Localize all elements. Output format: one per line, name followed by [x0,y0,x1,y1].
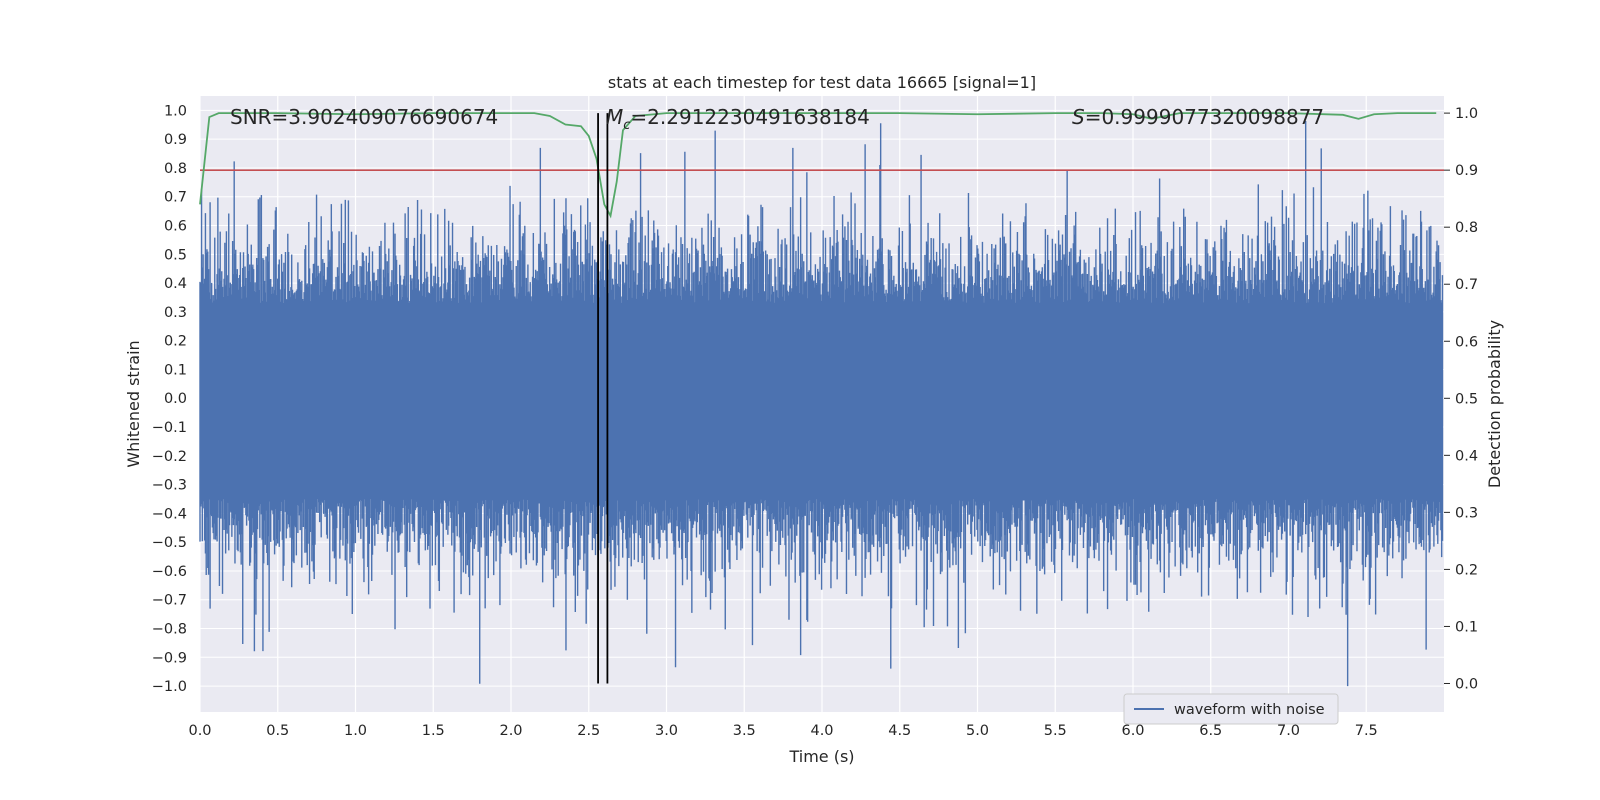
y-right-tick-label: 1.0 [1455,106,1478,122]
legend: waveform with noise [1123,693,1339,725]
y-left-tick-label: −0.2 [152,449,187,465]
annotation-chirp-mass-subscript: c [623,118,630,133]
annotation-chirp-mass-value: =2.2912230491638184 [630,105,869,129]
y-left-tick-label: −0.9 [152,650,187,666]
x-tick-label: 2.0 [499,723,522,739]
y-right-axis-ticks: 0.0 0.1 0.2 0.3 0.4 0.5 0.6 0.7 0.8 0.9 1.0 [1444,106,1478,692]
x-tick-label: 6.5 [1199,723,1222,739]
y-left-tick-label: 0.3 [164,305,187,321]
annotations: SNR=3.902409076690674 Mc=2.2912230491638… [230,105,1324,133]
y-right-tick-label: 0.5 [1455,391,1478,407]
annotation-s-symbol: S [1072,105,1085,129]
x-tick-label: 2.5 [577,723,600,739]
y-left-tick-label: 0.4 [164,276,187,292]
detection-probability-line [199,112,1437,219]
annotation-chirp-mass: Mc=2.2912230491638184 [606,105,870,133]
y-left-tick-label: −0.1 [152,420,187,436]
x-tick-label: 0.0 [188,723,211,739]
x-axis-label: Time (s) [788,747,854,766]
y-left-tick-label: 0.1 [164,362,187,378]
y-right-axis-label: Detection probability [1485,320,1504,488]
series-waveform-with-noise [199,120,1444,687]
y-right-tick-label: 0.3 [1455,505,1478,521]
waveform-core [200,303,1443,499]
x-tick-label: 3.5 [733,723,756,739]
x-tick-label: 6.0 [1121,723,1144,739]
y-right-tick-label: 0.7 [1455,277,1478,293]
y-left-tick-label: 0.8 [164,161,187,177]
y-left-tick-label: −0.4 [152,506,187,522]
annotation-s-value: =0.9999077320098877 [1085,105,1324,129]
annotation-snr: SNR=3.902409076690674 [230,105,498,129]
y-left-tick-label: 0.5 [164,247,187,263]
x-tick-label: 5.5 [1044,723,1067,739]
y-left-tick-label: 1.0 [164,103,187,119]
x-tick-label: 5.0 [966,723,989,739]
y-right-tick-label: 0.4 [1455,448,1478,464]
y-left-tick-label: 0.2 [164,334,187,350]
y-left-tick-label: −0.6 [152,564,187,580]
y-right-tick-label: 0.0 [1455,676,1478,692]
y-left-axis-label: Whitened strain [124,340,143,467]
annotation-chirp-mass-symbol: M [606,105,623,129]
y-right-tick-label: 0.9 [1455,163,1478,179]
y-left-tick-label: −1.0 [152,679,187,695]
x-tick-label: 0.5 [266,723,289,739]
annotation-s: S=0.9999077320098877 [1072,105,1324,129]
chart-title: stats at each timestep for test data 166… [608,73,1036,92]
x-axis-ticks: 0.0 0.5 1.0 1.5 2.0 2.5 3.0 3.5 4.0 4.5 5.0 5.5 6.0 6… [188,723,1377,739]
y-right-tick-label: 0.6 [1455,334,1478,350]
y-left-tick-label: 0.6 [164,219,187,235]
overlay-lines [199,112,1444,684]
y-right-tick-label: 0.1 [1455,619,1478,635]
y-left-tick-label: −0.5 [152,535,187,551]
legend-box [1123,693,1339,725]
x-tick-label: 1.0 [344,723,367,739]
x-tick-label: 1.5 [422,723,445,739]
y-left-tick-label: 0.7 [164,190,187,206]
y-right-tick-label: 0.8 [1455,220,1478,236]
x-tick-label: 7.5 [1355,723,1378,739]
y-left-tick-label: −0.3 [152,478,187,494]
y-right-tick-label: 0.2 [1455,562,1478,578]
legend-label-waveform: waveform with noise [1174,702,1325,718]
y-left-tick-label: −0.8 [152,622,187,638]
x-tick-label: 4.5 [888,723,911,739]
x-tick-label: 7.0 [1277,723,1300,739]
y-left-tick-label: 0.9 [164,132,187,148]
y-left-axis-ticks: −1.0 −0.9 −0.8 −0.7 −0.6 −0.5 −0.4 −0.3 −0.2 −0.1… [152,103,187,695]
x-tick-label: 4.0 [810,723,833,739]
y-left-tick-label: 0.0 [164,391,187,407]
x-tick-label: 3.0 [655,723,678,739]
y-left-tick-label: −0.7 [152,593,187,609]
